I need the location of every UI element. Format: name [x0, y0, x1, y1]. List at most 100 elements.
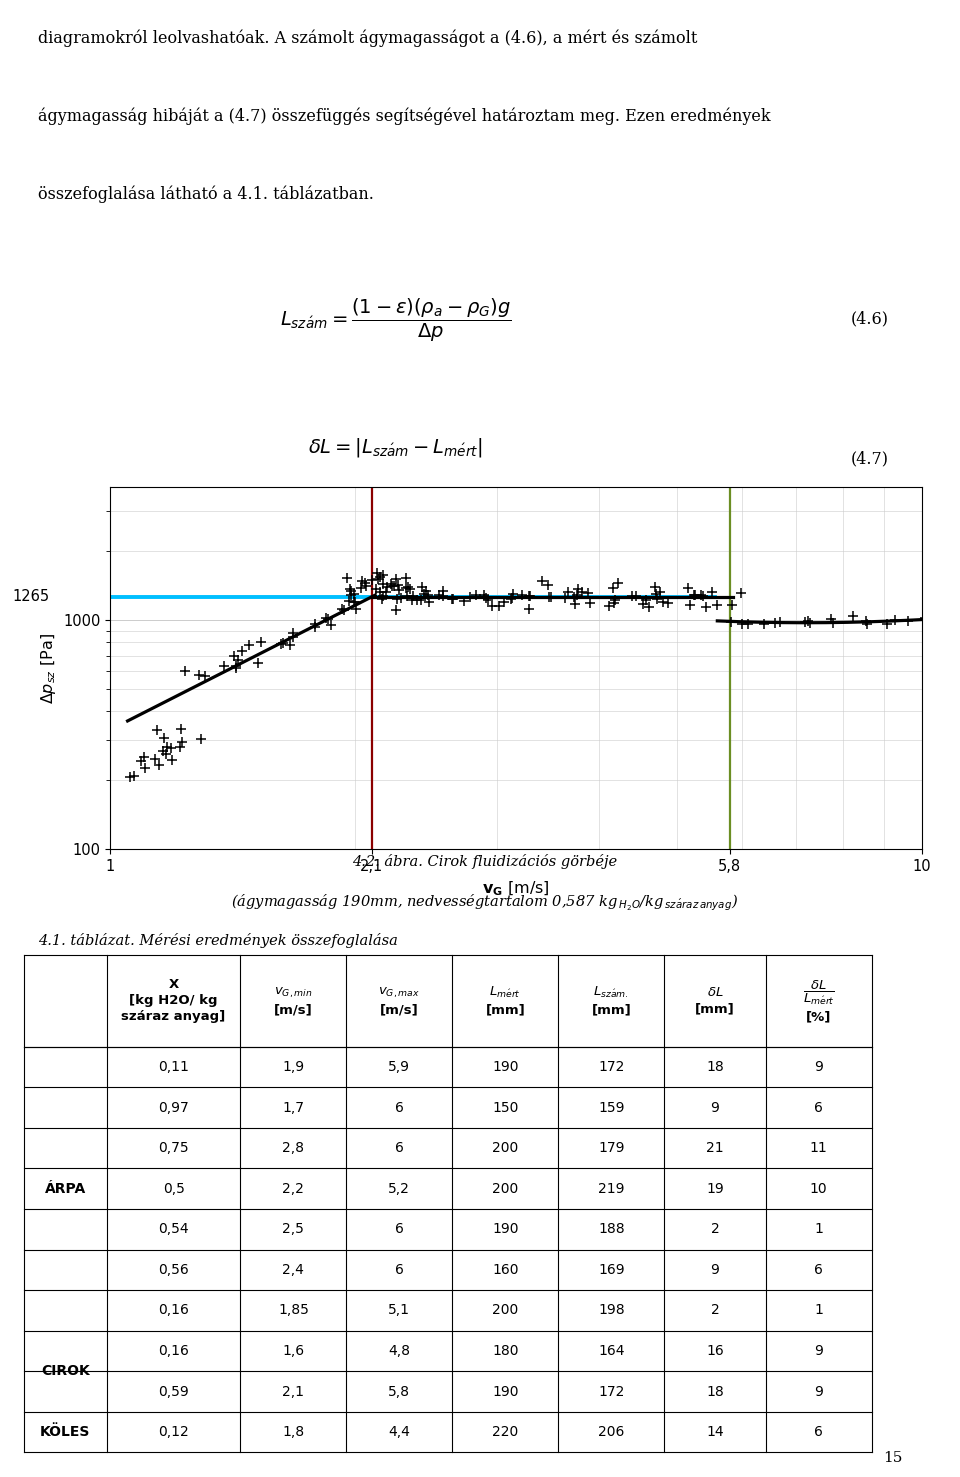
Point	[391, 573, 406, 597]
Text: 164: 164	[598, 1344, 625, 1357]
Point	[480, 588, 495, 611]
Point	[505, 586, 520, 610]
Point	[400, 576, 416, 600]
Point	[574, 580, 589, 604]
Text: 21: 21	[707, 1142, 724, 1155]
Text: 200: 200	[492, 1182, 518, 1196]
Text: 4,4: 4,4	[389, 1425, 410, 1439]
Text: 0,56: 0,56	[158, 1263, 189, 1276]
Point	[147, 747, 162, 771]
Text: $\mathit{v}_{G,min}$
[m/s]: $\mathit{v}_{G,min}$ [m/s]	[274, 985, 313, 1016]
Point	[343, 579, 358, 603]
Point	[398, 576, 414, 600]
Y-axis label: $\Delta p_{sz}$ [Pa]: $\Delta p_{sz}$ [Pa]	[38, 632, 58, 705]
Point	[611, 570, 626, 594]
Point	[389, 567, 404, 591]
Point	[435, 579, 450, 603]
Point	[370, 561, 385, 585]
Point	[387, 575, 402, 598]
Point	[608, 589, 623, 613]
Point	[558, 586, 573, 610]
Point	[641, 595, 657, 619]
Text: $L_{sz\acute{a}m} = \dfrac{(1-\varepsilon)(\rho_a - \rho_G)g}{\Delta p}$: $L_{sz\acute{a}m} = \dfrac{(1-\varepsilo…	[279, 297, 512, 344]
Text: 6: 6	[395, 1100, 404, 1115]
Point	[390, 586, 405, 610]
Point	[348, 597, 364, 620]
Text: $L_{m\acute{e}rt}$
[mm]: $L_{m\acute{e}rt}$ [mm]	[486, 985, 525, 1016]
Point	[693, 583, 708, 607]
Text: 19: 19	[707, 1182, 724, 1196]
Point	[900, 610, 916, 634]
Text: CIROK: CIROK	[41, 1365, 89, 1378]
Text: 11: 11	[810, 1142, 828, 1155]
Point	[371, 567, 386, 591]
Point	[194, 727, 209, 750]
Text: KÖLES: KÖLES	[40, 1425, 90, 1439]
Point	[580, 582, 595, 606]
Text: 9: 9	[710, 1263, 719, 1276]
Text: 1,7: 1,7	[282, 1100, 304, 1115]
Point	[567, 592, 583, 616]
Point	[491, 594, 506, 617]
Point	[159, 736, 175, 759]
Text: 9: 9	[814, 1384, 823, 1399]
Text: (ágymagasság 190mm, nedvességtartalom 0,587 kg$_{\,H_2O}$/kg$_{\,sz\acute{a}raz\: (ágymagasság 190mm, nedvességtartalom 0,…	[231, 892, 738, 913]
Point	[582, 591, 597, 614]
Text: 2: 2	[710, 1303, 719, 1317]
Text: 169: 169	[598, 1263, 625, 1276]
Point	[285, 626, 300, 650]
Point	[158, 741, 174, 765]
Point	[136, 746, 152, 770]
Text: 2: 2	[710, 1223, 719, 1236]
Text: X
[kg H2O/ kg
száraz anyag]: X [kg H2O/ kg száraz anyag]	[122, 978, 226, 1024]
Text: 159: 159	[598, 1100, 625, 1115]
Text: 4.2. ábra. Cirok fluidizációs görbéje: 4.2. ábra. Cirok fluidizációs görbéje	[352, 854, 617, 870]
Text: 18: 18	[707, 1384, 724, 1399]
Point	[797, 610, 812, 634]
Point	[374, 586, 390, 610]
Point	[695, 583, 710, 607]
Text: 5,9: 5,9	[389, 1060, 410, 1074]
Text: 4.1. táblázat. Mérési eredmények összefoglalása: 4.1. táblázat. Mérési eredmények összefo…	[38, 932, 398, 948]
Point	[156, 740, 171, 764]
Point	[346, 582, 361, 606]
Text: 1: 1	[814, 1303, 823, 1317]
Text: 2,4: 2,4	[282, 1263, 304, 1276]
Point	[402, 578, 418, 601]
Point	[503, 588, 518, 611]
Text: ÁRPA: ÁRPA	[45, 1182, 85, 1196]
Point	[417, 582, 432, 606]
Point	[324, 613, 339, 637]
X-axis label: $\mathbf{v_G}$ [m/s]: $\mathbf{v_G}$ [m/s]	[482, 879, 550, 898]
Point	[379, 576, 395, 600]
Point	[393, 586, 408, 610]
Point	[724, 592, 739, 616]
Point	[514, 583, 529, 607]
Point	[234, 640, 250, 663]
Point	[624, 585, 639, 609]
Text: 0,16: 0,16	[158, 1344, 189, 1357]
Point	[375, 585, 391, 609]
Point	[164, 749, 180, 772]
Point	[468, 583, 483, 607]
Point	[414, 588, 429, 611]
Text: 0,97: 0,97	[158, 1100, 189, 1115]
Point	[340, 566, 355, 589]
Point	[606, 576, 621, 600]
Point	[399, 583, 415, 607]
Text: 4,8: 4,8	[389, 1344, 410, 1357]
Text: 15: 15	[883, 1452, 902, 1465]
Point	[372, 580, 388, 604]
Point	[484, 594, 499, 617]
Text: 10: 10	[810, 1182, 828, 1196]
Text: (4.7): (4.7)	[851, 450, 889, 467]
Point	[336, 598, 351, 622]
Point	[803, 611, 818, 635]
Point	[859, 611, 875, 635]
Text: $\delta L = |L_{sz\acute{a}m} - L_{m\acute{e}rt}|$: $\delta L = |L_{sz\acute{a}m} - L_{m\acu…	[308, 436, 483, 459]
Point	[354, 569, 370, 592]
Point	[320, 607, 335, 631]
Text: 6: 6	[814, 1425, 823, 1439]
Point	[384, 575, 399, 598]
Text: 6: 6	[814, 1263, 823, 1276]
